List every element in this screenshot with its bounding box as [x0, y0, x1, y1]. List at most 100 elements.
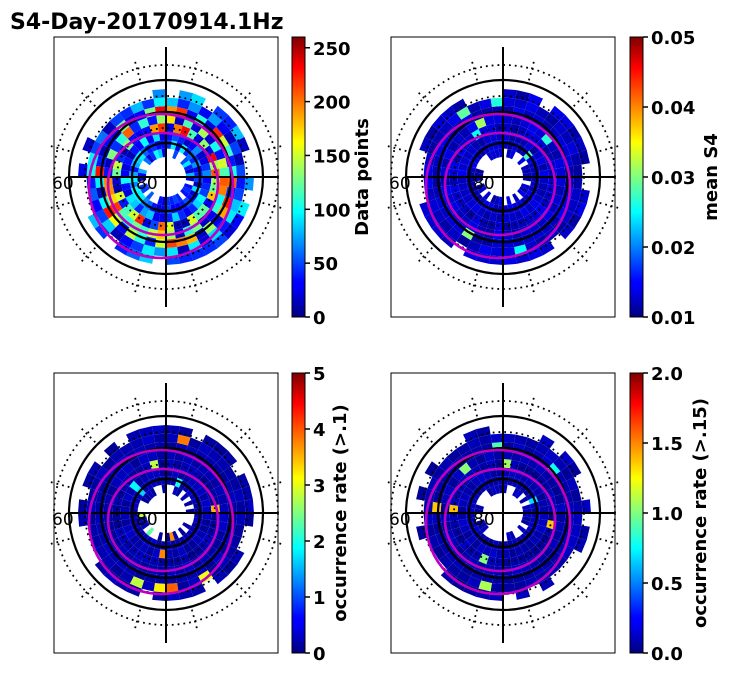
- heatmap-cell: [120, 169, 130, 177]
- heatmap-cell: [129, 457, 142, 470]
- heatmap-cell: [482, 191, 492, 201]
- meridian: [470, 58, 478, 81]
- heatmap-cell: [212, 569, 229, 585]
- heatmap-cell: [120, 177, 130, 185]
- heatmap-cell: [133, 140, 145, 151]
- heatmap-cell: [494, 221, 503, 231]
- meridian: [599, 538, 622, 546]
- colorbar-label: occurrence rate (>.15): [690, 398, 711, 628]
- heatmap-cell: [153, 433, 166, 443]
- heatmap-cell: [456, 106, 471, 120]
- heatmap-cell: [171, 212, 181, 222]
- heatmap-cell: [129, 534, 140, 546]
- heatmap-cell: [547, 462, 561, 477]
- heatmap-cell: [158, 213, 166, 223]
- lat-label-80: 80: [473, 510, 495, 530]
- heatmap-cell: [459, 539, 471, 552]
- meridian: [262, 480, 285, 488]
- heatmap-cell: [199, 524, 210, 534]
- heatmap-cell: [493, 450, 503, 460]
- heatmap-cell: [534, 215, 548, 228]
- heatmap-cell: [121, 126, 135, 139]
- heatmap-cell: [573, 500, 583, 513]
- heatmap-cell: [477, 522, 487, 530]
- heatmap-cell: [431, 114, 447, 131]
- heatmap-cell: [536, 188, 547, 198]
- heatmap-cell: [185, 508, 195, 513]
- heatmap-cell: [121, 462, 135, 475]
- heatmap-cell: [546, 140, 559, 153]
- heatmap-cell: [447, 476, 460, 489]
- heatmap-cell: [223, 466, 237, 481]
- heatmap-cell: [529, 198, 540, 210]
- heatmap-cell: [541, 544, 554, 558]
- heatmap-cell: [515, 90, 531, 102]
- heatmap-cell: [515, 480, 525, 490]
- heatmap-cell: [503, 433, 516, 443]
- heatmap-cell: [424, 461, 439, 477]
- heatmap-cell: [494, 196, 500, 206]
- heatmap-cell: [535, 106, 550, 120]
- heatmap-cell: [520, 164, 531, 171]
- heatmap-cell: [142, 156, 152, 166]
- meridian: [191, 58, 199, 81]
- heatmap-cell: [109, 448, 125, 463]
- heatmap-cell: [236, 177, 246, 190]
- heatmap-cell: [573, 201, 587, 217]
- heatmap-cell: [544, 448, 560, 463]
- heatmap-cell: [192, 198, 203, 210]
- polar-grid: [47, 47, 285, 307]
- heatmap-cell: [457, 177, 467, 185]
- heatmap-cell: [554, 521, 565, 533]
- heatmap-cell: [187, 437, 203, 450]
- heatmap-cell: [172, 194, 179, 205]
- heatmap-cell: [166, 459, 175, 469]
- colorbar-label: mean S4: [701, 133, 722, 221]
- heatmap-cell: [202, 455, 217, 469]
- heatmap-cell: [230, 549, 245, 565]
- heatmap-cell: [236, 473, 250, 489]
- polar-grid: [47, 383, 285, 643]
- heatmap-cell: [110, 476, 123, 489]
- heatmap-cell: [137, 168, 147, 174]
- heatmap-cell: [202, 119, 217, 133]
- heatmap-cell: [520, 183, 531, 190]
- heatmap-cell: [494, 557, 503, 567]
- heatmap-cell: [177, 98, 191, 110]
- heatmap-cell: [112, 184, 123, 194]
- heatmap-cell: [149, 123, 159, 134]
- heatmap-cell: [527, 121, 540, 134]
- heatmap-cell: [519, 542, 530, 554]
- heatmap-cell: [199, 492, 210, 502]
- heatmap-cell: [478, 98, 492, 110]
- heatmap-cell: [478, 434, 492, 446]
- heatmap-cell: [133, 203, 145, 214]
- heatmap-cell: [506, 532, 512, 542]
- heatmap-cell: [202, 557, 217, 571]
- heatmap-cell: [503, 574, 515, 584]
- heatmap-cell: [535, 442, 550, 456]
- heatmap-cell: [523, 213, 535, 226]
- heatmap-cell: [195, 150, 207, 161]
- heatmap-cell: [185, 168, 195, 174]
- heatmap-cell: [479, 524, 489, 534]
- heatmap-cell: [445, 549, 459, 564]
- heatmap-cell: [491, 574, 503, 584]
- heatmap-cell: [559, 223, 575, 240]
- heatmap-cell: [209, 140, 222, 153]
- heatmap-cell: [210, 549, 224, 564]
- meridian: [384, 144, 407, 152]
- heatmap-cell: [202, 221, 217, 235]
- heatmap-cell: [419, 137, 433, 153]
- meridian: [47, 480, 70, 488]
- heatmap-cell: [166, 549, 174, 559]
- heatmap-cell: [204, 544, 217, 558]
- heatmap-cell: [127, 209, 140, 221]
- heatmap-cell: [204, 132, 217, 146]
- heatmap-cell: [182, 522, 192, 530]
- heatmap-cell: [449, 177, 459, 186]
- heatmap-cell: [207, 112, 223, 127]
- heatmap-cell: [178, 200, 188, 210]
- oval-inner: [443, 467, 557, 573]
- meridian: [133, 609, 141, 632]
